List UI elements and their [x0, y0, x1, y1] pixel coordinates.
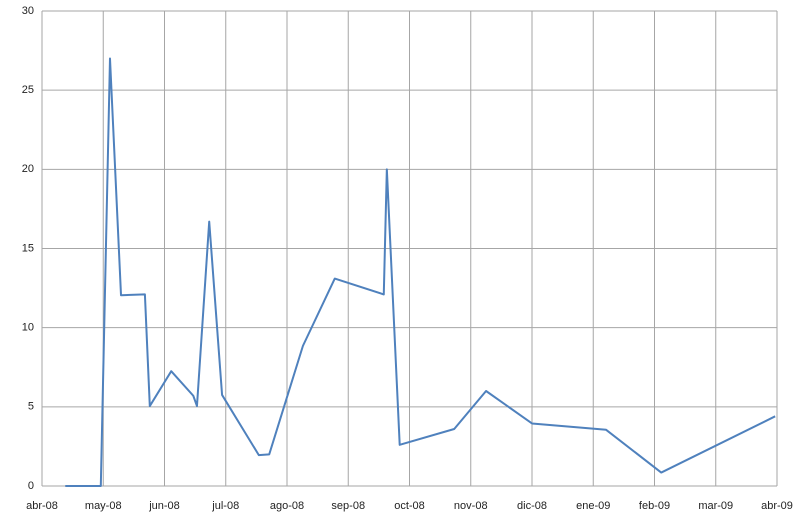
- x-tick-label: mar-09: [698, 500, 733, 512]
- x-tick-label: sep-08: [331, 500, 365, 512]
- x-tick-label: ago-08: [270, 500, 304, 512]
- x-tick-label: abr-09: [761, 500, 793, 512]
- y-tick-label: 10: [22, 322, 34, 334]
- x-tick-label: jun-08: [148, 500, 180, 512]
- y-tick-label: 30: [22, 5, 34, 17]
- x-tick-label: may-08: [85, 500, 122, 512]
- data-line: [65, 57, 776, 487]
- x-tick-label: ene-09: [576, 500, 610, 512]
- y-tick-label: 25: [22, 84, 34, 96]
- y-tick-label: 20: [22, 163, 34, 175]
- y-tick-label: 5: [28, 401, 34, 413]
- x-tick-label: feb-09: [639, 500, 670, 512]
- y-tick-label: 15: [22, 242, 34, 254]
- x-tick-label: dic-08: [517, 500, 547, 512]
- y-tick-label: 0: [28, 480, 34, 492]
- x-tick-label: oct-08: [394, 500, 425, 512]
- x-tick-label: jul-08: [211, 500, 239, 512]
- x-tick-label: abr-08: [26, 500, 58, 512]
- x-tick-label: nov-08: [454, 500, 488, 512]
